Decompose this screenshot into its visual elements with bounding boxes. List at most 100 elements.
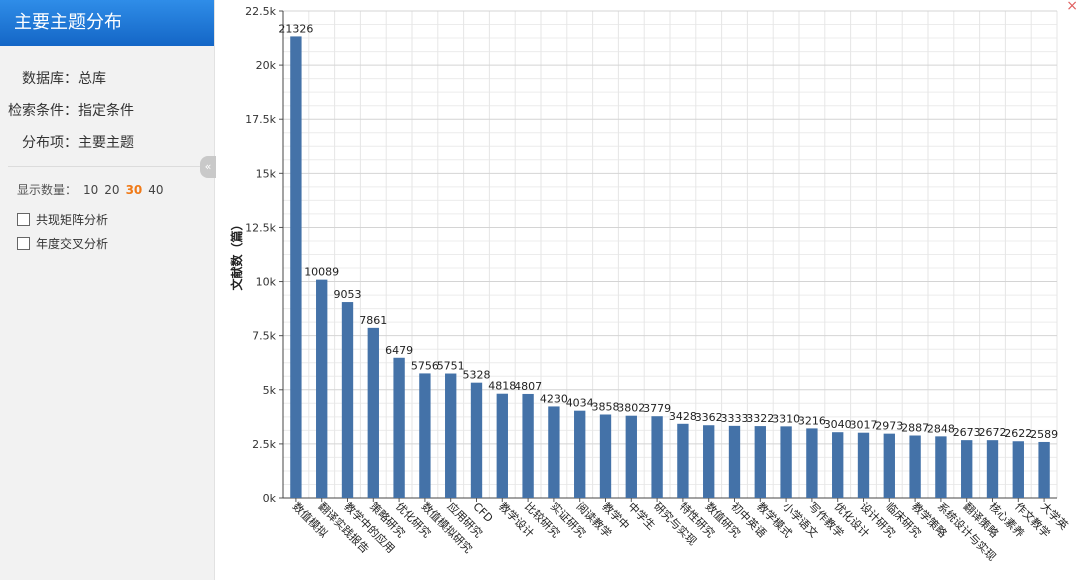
bar bbox=[703, 425, 715, 498]
annual-cross-checkbox[interactable] bbox=[17, 237, 30, 250]
bar-value-label: 3017 bbox=[850, 419, 878, 432]
bar-value-label: 3858 bbox=[592, 400, 620, 413]
count-option-40[interactable]: 40 bbox=[148, 183, 164, 197]
y-tick-label: 0k bbox=[263, 492, 277, 505]
bar-value-label: 3428 bbox=[669, 410, 697, 423]
database-label: 数据库： bbox=[22, 71, 78, 87]
bar bbox=[419, 373, 431, 498]
bar bbox=[599, 414, 612, 498]
y-tick-label: 22.5k bbox=[245, 5, 276, 18]
bar bbox=[677, 423, 689, 498]
bar-value-label: 2672 bbox=[979, 426, 1007, 439]
bar bbox=[574, 410, 586, 498]
count-option-10[interactable]: 10 bbox=[83, 183, 99, 197]
bar bbox=[1012, 441, 1024, 498]
bar bbox=[935, 436, 947, 498]
bar bbox=[470, 382, 483, 498]
bar-value-label: 3040 bbox=[824, 418, 852, 431]
bar-value-label: 5328 bbox=[463, 369, 491, 382]
y-tick-label: 15k bbox=[256, 167, 277, 180]
condition-value: 指定条件 bbox=[78, 103, 134, 119]
bar bbox=[496, 393, 508, 498]
cooccurrence-checkbox[interactable] bbox=[17, 213, 30, 226]
display-count-row: 显示数量： 10 20 30 40 bbox=[17, 181, 164, 198]
bar-chart: 0k 2.5k 5k 7.5k 10k 12.5k 15k 17.5k 20k 22.5k 文献数（… bbox=[229, 5, 1071, 564]
bar-value-label: 2673 bbox=[953, 426, 981, 439]
bar-value-label: 21326 bbox=[278, 22, 313, 35]
bar-value-label: 3802 bbox=[617, 402, 645, 415]
y-tick-label: 12.5k bbox=[245, 221, 276, 234]
bar bbox=[367, 327, 379, 498]
bar bbox=[548, 406, 560, 498]
bar bbox=[806, 428, 818, 498]
bar-value-label: 4818 bbox=[488, 380, 516, 393]
distribution-item-value: 主要主题 bbox=[78, 135, 134, 151]
category-label: 中学生 bbox=[625, 499, 658, 532]
bar bbox=[625, 415, 637, 498]
count-option-30[interactable]: 30 bbox=[125, 183, 143, 197]
bar-value-label: 3322 bbox=[746, 412, 774, 425]
bar-value-label: 2848 bbox=[927, 422, 955, 435]
bar-value-label: 9053 bbox=[334, 288, 362, 301]
bar bbox=[651, 416, 663, 498]
bar bbox=[883, 433, 895, 498]
bar bbox=[290, 36, 302, 498]
distribution-item-row: 分布项：主要主题 bbox=[22, 132, 134, 152]
annual-cross-option[interactable]: 年度交叉分析 bbox=[17, 235, 108, 252]
bar bbox=[445, 373, 457, 498]
bar-value-label: 3333 bbox=[721, 412, 749, 425]
y-tick-label: 10k bbox=[256, 276, 277, 289]
bar-value-label: 2973 bbox=[875, 420, 903, 433]
bar-value-label: 4034 bbox=[566, 397, 594, 410]
bar-value-label: 6479 bbox=[385, 344, 413, 357]
bar-value-label: 2887 bbox=[901, 422, 929, 435]
cooccurrence-label: 共现矩阵分析 bbox=[36, 213, 109, 227]
bar-value-label: 4230 bbox=[540, 392, 568, 405]
condition-label: 检索条件： bbox=[8, 103, 78, 119]
bar bbox=[780, 426, 792, 498]
sidebar-title: 主要主题分布 bbox=[0, 0, 214, 46]
bar-value-label: 2589 bbox=[1030, 428, 1058, 441]
condition-row: 检索条件：指定条件 bbox=[8, 100, 134, 120]
database-row: 数据库：总库 bbox=[22, 68, 106, 88]
bar-value-label: 10089 bbox=[304, 266, 339, 279]
bar bbox=[522, 393, 534, 498]
bar bbox=[393, 357, 405, 498]
bar bbox=[961, 440, 973, 498]
bar bbox=[857, 432, 870, 498]
bar-value-label: 2622 bbox=[1004, 427, 1032, 440]
bar-value-label: 3362 bbox=[695, 411, 723, 424]
bar-value-label: 7861 bbox=[359, 314, 387, 327]
count-option-20[interactable]: 20 bbox=[104, 183, 120, 197]
bar bbox=[728, 425, 741, 498]
bar bbox=[1038, 441, 1050, 498]
annual-cross-label: 年度交叉分析 bbox=[36, 237, 109, 251]
bar-value-label: 5751 bbox=[437, 360, 465, 373]
bar bbox=[316, 279, 328, 498]
bar-value-label: 3310 bbox=[772, 412, 800, 425]
bar bbox=[909, 435, 921, 498]
y-tick-label: 20k bbox=[256, 59, 277, 72]
bar-value-label: 5756 bbox=[411, 359, 439, 372]
distribution-item-label: 分布项： bbox=[22, 135, 78, 151]
bar bbox=[754, 426, 766, 498]
bar bbox=[341, 302, 354, 498]
database-value: 总库 bbox=[78, 71, 106, 87]
y-tick-label: 17.5k bbox=[245, 113, 276, 126]
close-icon[interactable]: × bbox=[1066, 0, 1078, 14]
display-count-label: 显示数量： bbox=[17, 183, 78, 197]
y-tick-label: 2.5k bbox=[252, 438, 276, 451]
bar-value-label: 3779 bbox=[643, 402, 671, 415]
y-axis-title: 文献数（篇） bbox=[229, 218, 244, 290]
sidebar: 主要主题分布 数据库：总库 检索条件：指定条件 分布项：主要主题 « 显示数量：… bbox=[0, 0, 216, 580]
chart-area: × 0k 2.5k 5k 7.5k 10k 12.5k 15k 17.5k 20k 22.5k 文献… bbox=[215, 0, 1080, 580]
y-tick-label: 5k bbox=[263, 384, 277, 397]
bar-value-label: 3216 bbox=[798, 414, 826, 427]
double-chevron-left-icon[interactable]: « bbox=[200, 156, 216, 178]
cooccurrence-option[interactable]: 共现矩阵分析 bbox=[17, 211, 108, 228]
bar bbox=[832, 432, 844, 498]
y-tick-label: 7.5k bbox=[252, 330, 276, 343]
bar bbox=[986, 440, 999, 498]
bar-value-label: 4807 bbox=[514, 380, 542, 393]
divider bbox=[8, 166, 214, 167]
